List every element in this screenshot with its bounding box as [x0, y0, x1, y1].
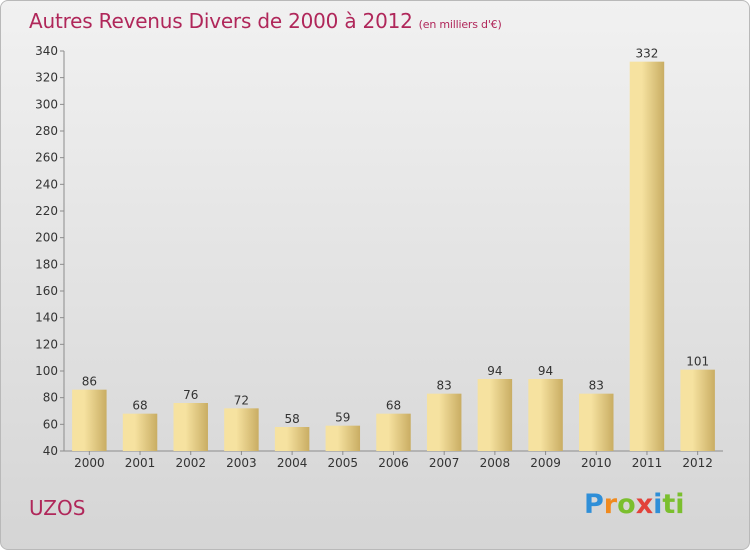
bar-value-label: 86 — [82, 375, 97, 389]
y-tick-label: 160 — [35, 284, 58, 298]
bar-value-label: 72 — [234, 393, 249, 407]
x-tick-label: 2009 — [530, 456, 561, 470]
x-tick-label: 2001 — [125, 456, 156, 470]
bar-value-label: 94 — [487, 364, 502, 378]
bar — [173, 403, 208, 451]
x-tick-label: 2012 — [682, 456, 713, 470]
y-tick-label: 280 — [35, 124, 58, 138]
x-tick-label: 2006 — [378, 456, 409, 470]
y-tick-label: 320 — [35, 71, 58, 85]
y-tick-label: 60 — [43, 417, 58, 431]
chart-subtitle: (en milliers d'€) — [418, 18, 502, 31]
x-tick-label: 2005 — [328, 456, 359, 470]
y-tick-label: 40 — [43, 444, 58, 458]
x-tick-label: 2010 — [581, 456, 612, 470]
x-tick-label: 2002 — [175, 456, 206, 470]
y-tick-label: 240 — [35, 177, 58, 191]
y-tick-label: 200 — [35, 231, 58, 245]
bar-value-label: 101 — [686, 355, 709, 369]
bar — [325, 425, 361, 451]
bar — [426, 393, 462, 451]
bar-value-label: 68 — [132, 399, 147, 413]
bar — [579, 393, 614, 451]
bar — [122, 413, 158, 451]
bar-value-label: 94 — [538, 364, 553, 378]
bar-value-label: 59 — [335, 411, 350, 425]
bar — [224, 408, 259, 451]
x-tick-label: 2011 — [632, 456, 663, 470]
y-tick-label: 180 — [35, 257, 58, 271]
bar — [629, 61, 665, 452]
bar-value-label: 58 — [284, 412, 299, 426]
y-tick-label: 340 — [35, 44, 58, 58]
bar-value-label: 332 — [636, 47, 659, 61]
bar — [274, 427, 310, 451]
place-label: UZOS — [29, 496, 86, 520]
x-tick-label: 2007 — [429, 456, 460, 470]
y-tick-label: 140 — [35, 311, 58, 325]
x-tick-label: 2003 — [226, 456, 257, 470]
y-tick-label: 220 — [35, 204, 58, 218]
bar-value-label: 83 — [589, 379, 604, 393]
x-tick-label: 2000 — [74, 456, 105, 470]
bar-value-label: 76 — [183, 388, 198, 402]
bar — [376, 413, 411, 451]
bar — [528, 379, 563, 451]
bar — [680, 369, 715, 451]
proxiti-logo: Proxiti — [584, 489, 685, 520]
bar — [72, 389, 107, 451]
chart-title: Autres Revenus Divers de 2000 à 2012 (en … — [29, 9, 502, 33]
y-tick-label: 300 — [35, 97, 58, 111]
y-tick-label: 80 — [43, 391, 58, 405]
x-tick-label: 2008 — [480, 456, 511, 470]
y-tick-label: 120 — [35, 337, 58, 351]
bar — [477, 379, 513, 451]
bar-value-label: 83 — [437, 379, 452, 393]
chart-title-text: Autres Revenus Divers de 2000 à 2012 — [29, 9, 413, 33]
y-tick-label: 100 — [35, 364, 58, 378]
x-tick-label: 2004 — [277, 456, 308, 470]
bar-value-label: 68 — [386, 399, 401, 413]
y-tick-label: 260 — [35, 151, 58, 165]
